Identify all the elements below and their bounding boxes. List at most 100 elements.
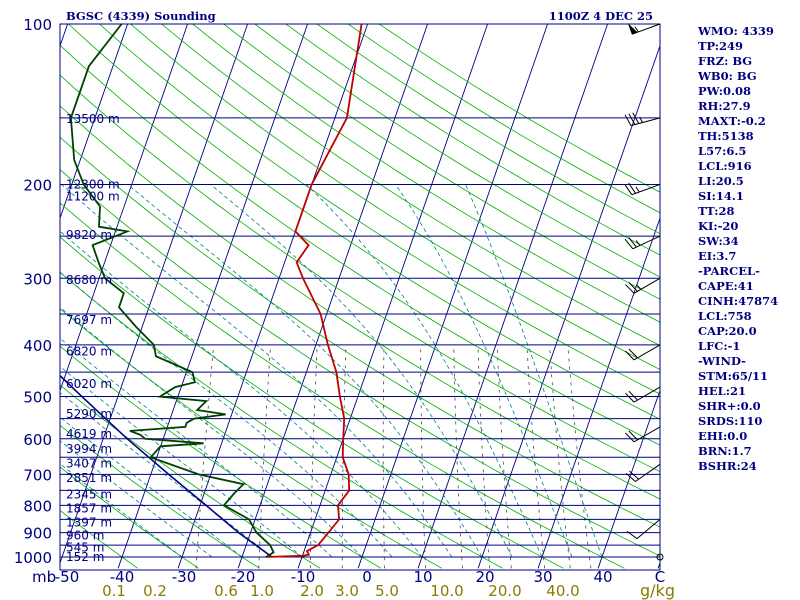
- height-label: 545 m: [66, 540, 104, 554]
- temp-tick-label: -50: [55, 568, 80, 586]
- wind-barb-half-flag: [635, 240, 641, 246]
- stat-line: LCL:916: [698, 159, 752, 173]
- pressure-tick-label: 700: [23, 466, 52, 484]
- stat-line: MAXT:-0.2: [698, 114, 766, 128]
- wind-barb-flag: [629, 470, 640, 480]
- pressure-tick-label: 500: [23, 389, 52, 407]
- dry-adiabat-line: [161, 24, 660, 347]
- stat-line: LCL:758: [698, 309, 752, 323]
- dewpoint-profile-line: [69, 24, 275, 558]
- wind-barb-flag: [626, 530, 638, 540]
- stat-line: FRZ: BG: [698, 54, 753, 68]
- parcel-profile-line: [60, 374, 273, 558]
- mixing-ratio-line: [382, 344, 385, 569]
- height-label: 9820 m: [66, 228, 112, 242]
- wind-barb-flag: [628, 430, 638, 441]
- stat-line: SW:34: [698, 234, 739, 248]
- temperature-profile-line: [265, 24, 363, 558]
- pressure-tick-label: 900: [23, 525, 52, 543]
- height-label: 8680 m: [66, 273, 112, 287]
- mixing-ratio-label: 5.0: [375, 582, 399, 600]
- moist-adiabat-line: [306, 184, 543, 558]
- stat-line: HEL:21: [698, 384, 746, 398]
- wind-barb: [624, 112, 661, 127]
- mixing-ratio-line: [258, 344, 271, 569]
- mixing-ratio-label: 3.0: [335, 582, 359, 600]
- wind-barb: [656, 553, 664, 561]
- mixing-ratio-unit: g/kg: [640, 581, 675, 600]
- wind-barb-flag: [628, 282, 638, 292]
- wind-barb-shaft: [635, 463, 661, 482]
- dry-adiabat-line: [223, 24, 660, 300]
- isotherm-line: [597, 389, 660, 569]
- mixing-ratio-line: [341, 344, 347, 569]
- pressure-tick-label: 600: [23, 431, 52, 449]
- wind-barb: [625, 426, 661, 443]
- dry-adiabat-line: [60, 202, 625, 569]
- height-label: 4619 m: [66, 427, 112, 441]
- stat-line: SRDS:110: [698, 414, 763, 428]
- temp-tick-label: -30: [172, 568, 197, 586]
- height-label: 2851 m: [66, 471, 112, 485]
- temp-tick-label: 40: [593, 568, 612, 586]
- height-label: 1397 m: [66, 516, 112, 530]
- wind-barb-flag: [625, 392, 635, 403]
- pressure-tick-label: 100: [23, 16, 52, 34]
- height-label: 152 m: [66, 550, 104, 564]
- isotherm-line: [60, 24, 69, 48]
- wind-barb: [625, 277, 661, 294]
- dry-adiabat-line: [60, 236, 564, 569]
- wind-barb-flag: [628, 182, 636, 194]
- isotherm-line: [60, 24, 189, 392]
- dry-adiabat-line: [60, 424, 260, 569]
- temp-axis-unit: mb: [32, 568, 56, 586]
- dry-adiabat-line: [60, 509, 138, 569]
- mixing-ratio-label: 1.0: [250, 582, 274, 600]
- wind-barb: [627, 22, 661, 35]
- stat-line: SI:14.1: [698, 189, 744, 203]
- stat-line: L57:6.5: [698, 144, 747, 158]
- stat-line: -PARCEL-: [698, 264, 760, 278]
- stat-line: KI:-20: [698, 219, 739, 233]
- wind-barb-half-flag: [639, 116, 644, 123]
- isotherm-line: [0, 24, 8, 568]
- dry-adiabat-line: [60, 74, 660, 473]
- dry-adiabat-line: [130, 24, 660, 370]
- mixing-ratio-label: 0.1: [102, 582, 126, 600]
- stat-line: BSHR:24: [698, 459, 757, 473]
- height-label: 5290 m: [66, 407, 112, 421]
- plot-frame: [59, 23, 661, 571]
- wind-barb: [626, 518, 661, 540]
- dry-adiabat-line: [60, 271, 503, 569]
- wind-barb-flag: [625, 284, 635, 294]
- stat-line: CINH:47874: [698, 294, 779, 308]
- mixing-ratio-line: [549, 344, 571, 569]
- wind-barb-flag: [625, 473, 636, 482]
- wind-barb-shaft: [633, 386, 661, 403]
- wind-barb-pennant: [627, 22, 638, 35]
- chart-time: 1100Z 4 DEC 25: [549, 9, 653, 23]
- dry-adiabat-line: [60, 105, 660, 500]
- wind-barb: [625, 386, 661, 403]
- mixing-ratio-label: 20.0: [488, 582, 521, 600]
- mixing-ratio-label: 10.0: [430, 582, 463, 600]
- mixing-ratio-line: [477, 344, 491, 569]
- moist-adiabat-line: [60, 337, 333, 558]
- wind-barb-half-flag: [634, 26, 639, 33]
- height-label: 11200 m: [66, 190, 120, 204]
- plot-background: [60, 24, 660, 570]
- stat-line: TH:5138: [698, 129, 754, 143]
- stat-line: CAP:20.0: [698, 324, 757, 338]
- dry-adiabat-line: [68, 24, 660, 420]
- dry-adiabat-line: [60, 44, 660, 446]
- dry-adiabat-line: [60, 136, 660, 528]
- wind-barb-shaft: [632, 235, 661, 250]
- chart-title: BGSC (4339) Sounding: [66, 9, 216, 23]
- wind-barb-flag: [624, 184, 633, 195]
- temp-tick-label: -40: [110, 568, 135, 586]
- temp-tick-label: -10: [291, 568, 316, 586]
- wind-barb-flag: [628, 390, 638, 401]
- dry-adiabat-line: [60, 169, 660, 557]
- wind-barb-shaft: [633, 344, 661, 361]
